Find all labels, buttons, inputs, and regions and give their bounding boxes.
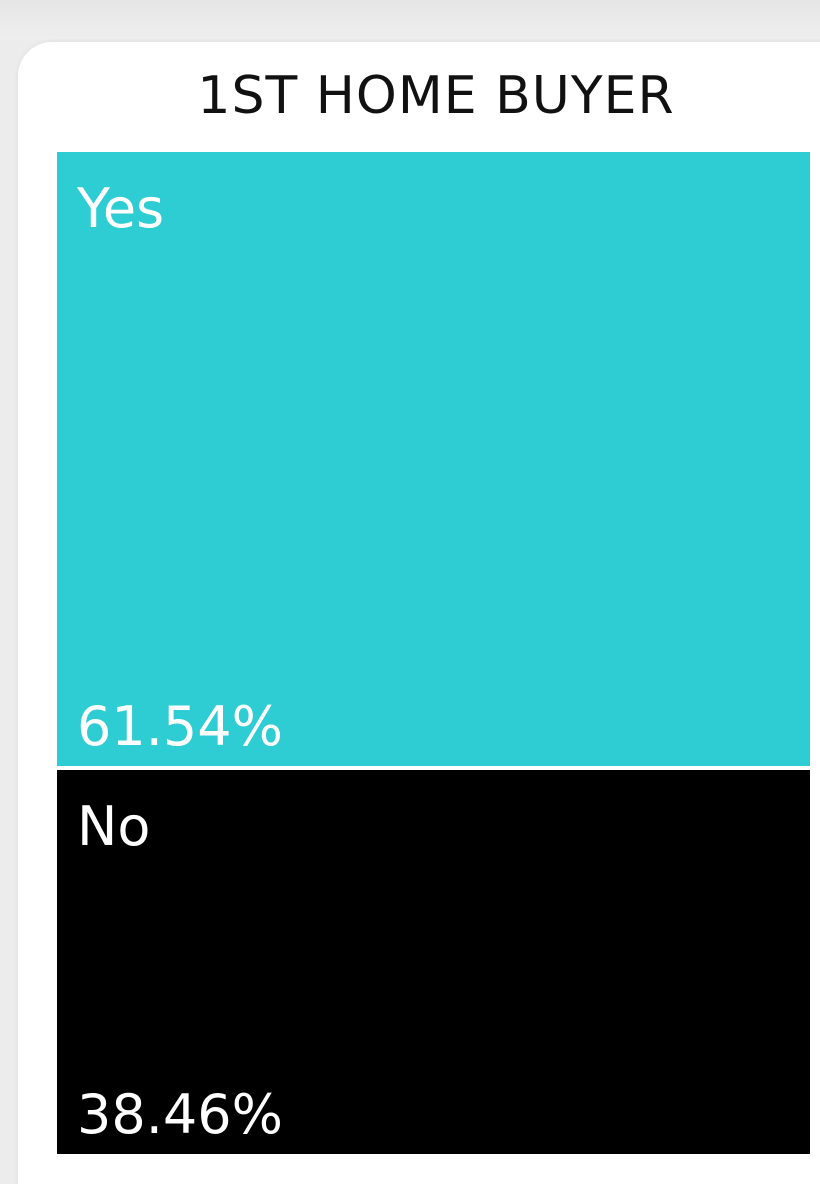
tile-value-yes: 61.54% [77, 695, 283, 758]
top-background-strip [0, 0, 820, 40]
chart-title: 1ST HOME BUYER [197, 66, 675, 126]
tile-label-no: No [77, 795, 151, 858]
treemap-tile-no[interactable]: No 38.46% [57, 770, 810, 1154]
tile-label-yes: Yes [77, 177, 165, 240]
treemap-chart: Yes 61.54% No 38.46% [57, 152, 810, 1154]
treemap-tile-yes[interactable]: Yes 61.54% [57, 152, 810, 766]
tile-value-no: 38.46% [77, 1083, 283, 1146]
